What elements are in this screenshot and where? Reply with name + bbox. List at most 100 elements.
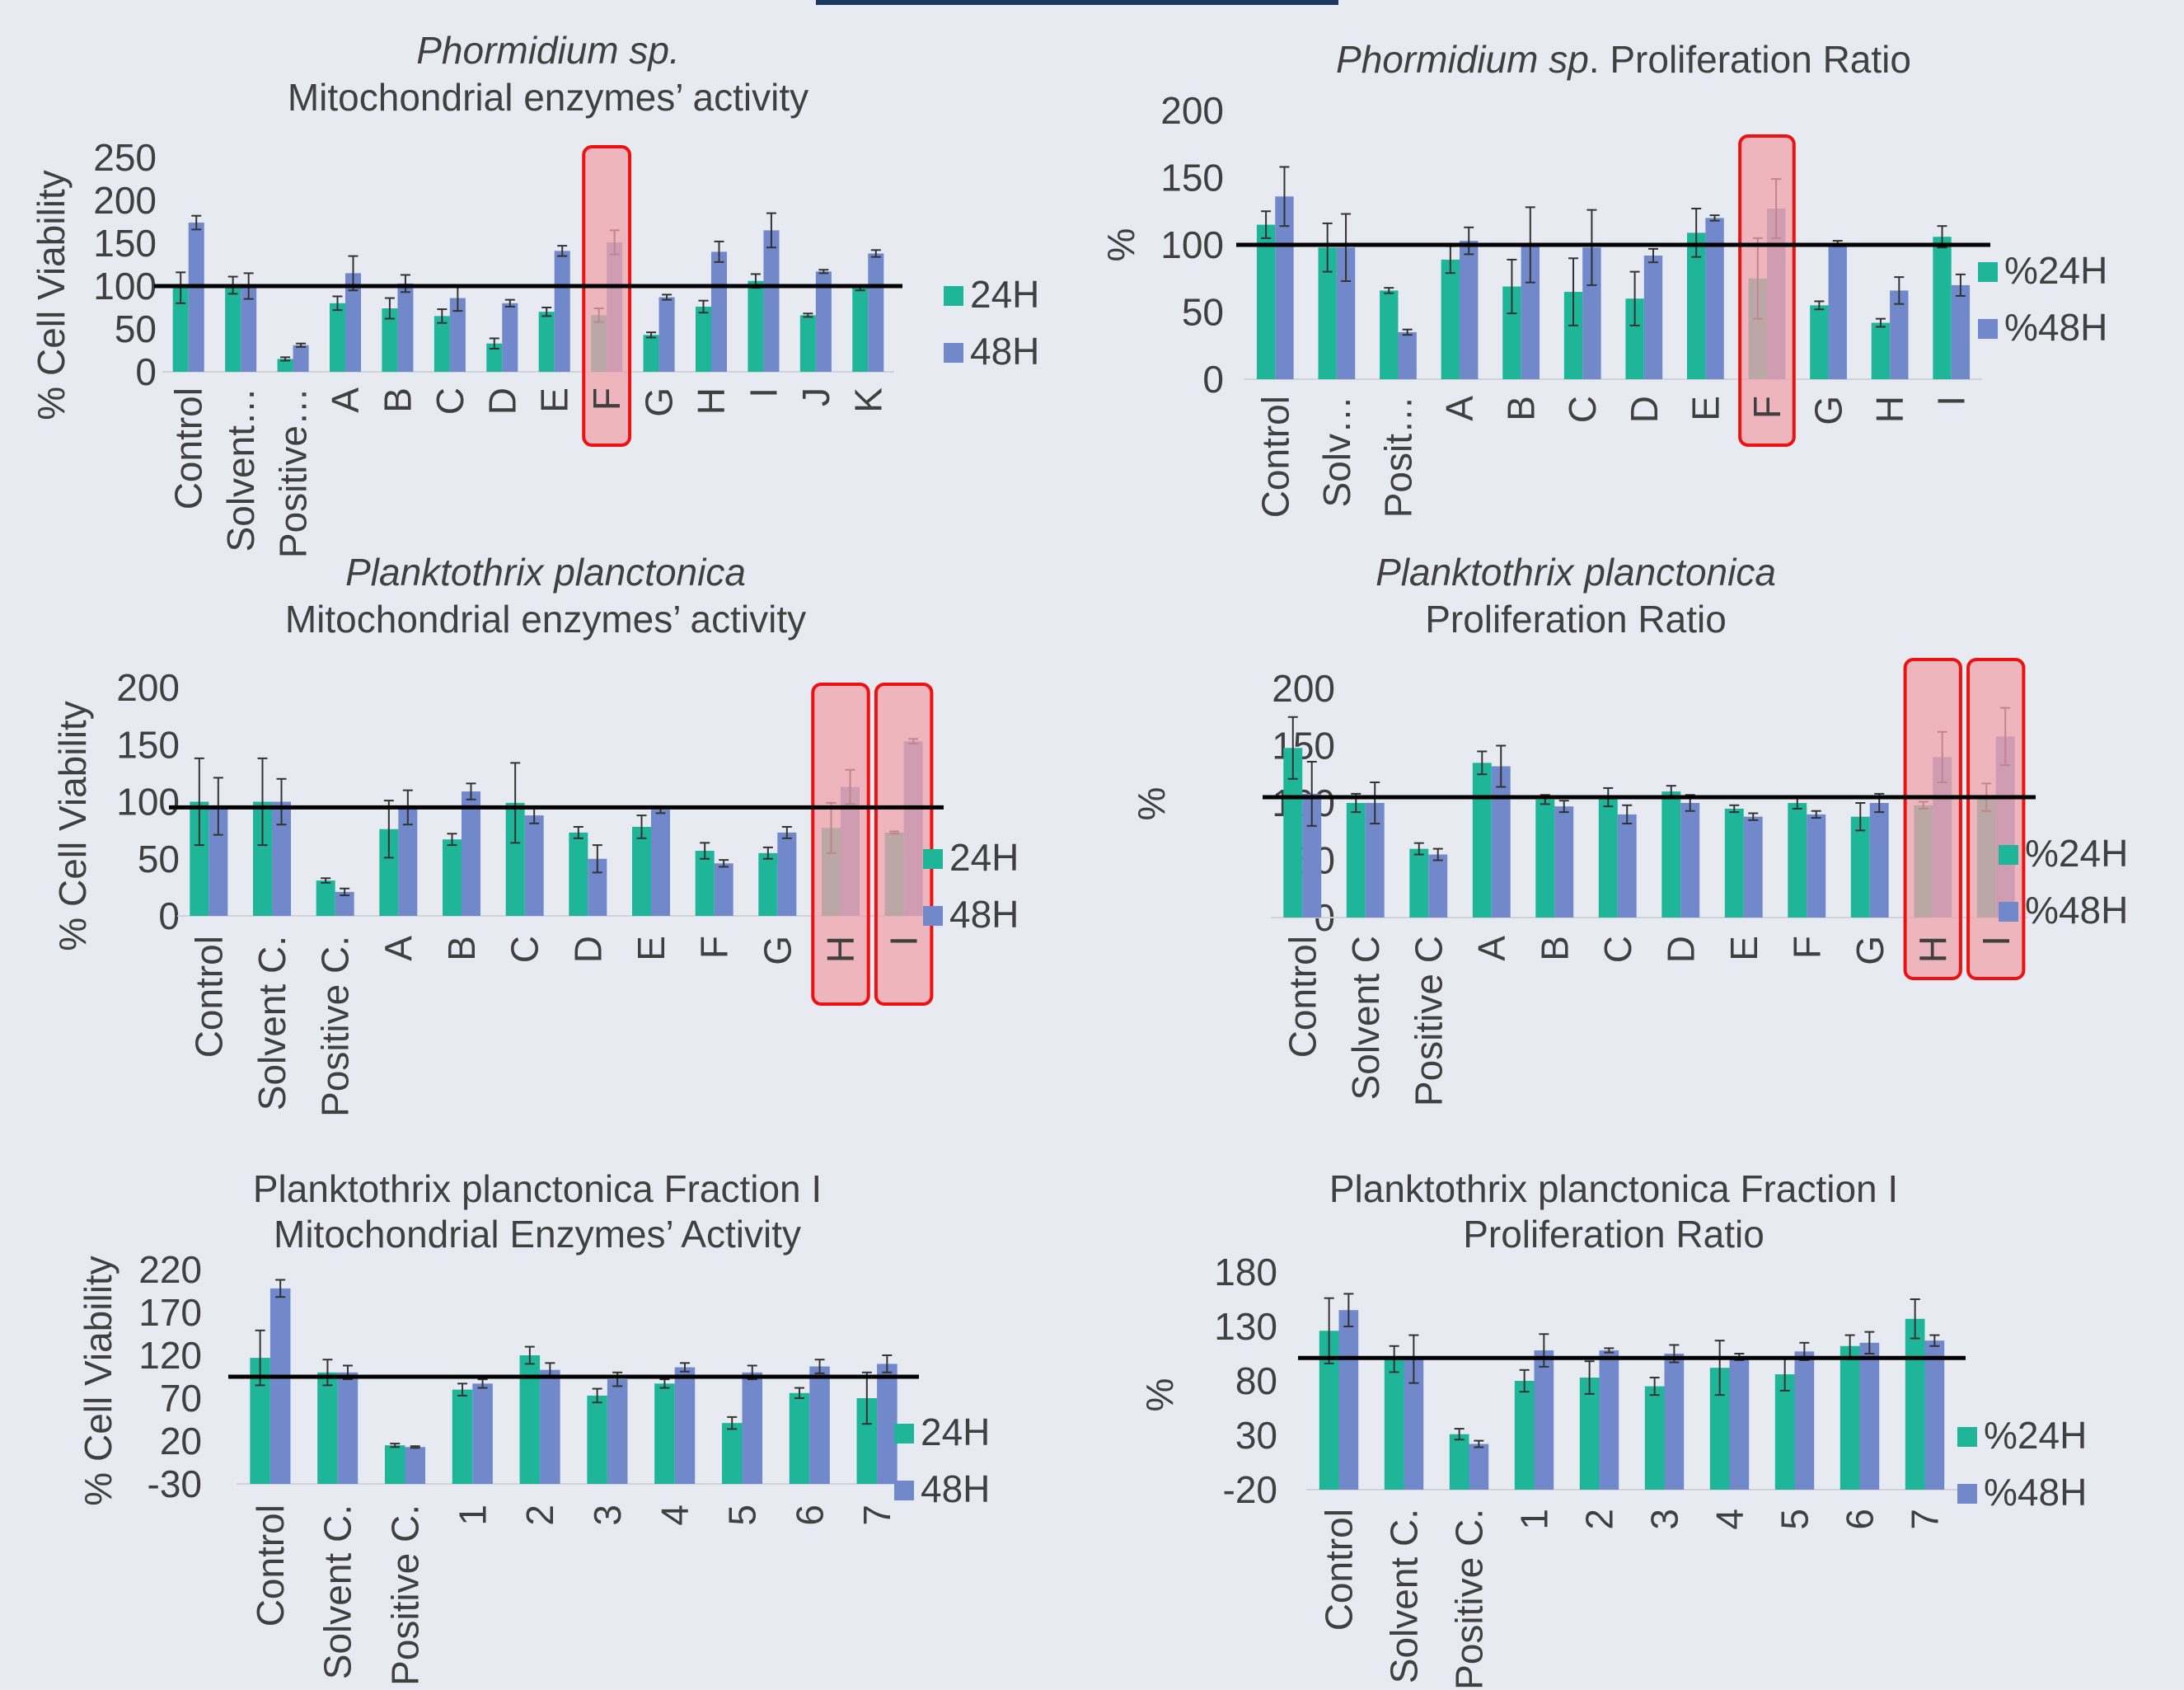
category-label-d: D <box>480 387 523 415</box>
category-label-g: G <box>1807 396 1850 425</box>
legend-swatch-1 <box>1978 319 1998 339</box>
bar-48h-solvent <box>241 286 257 372</box>
bar-pct24h-a <box>1472 763 1492 918</box>
chart-title-line: Mitochondrial Enzymes’ Activity <box>274 1213 801 1256</box>
category-label-b: B <box>1500 396 1543 421</box>
bar-24h-positivec <box>316 880 335 916</box>
category-label-solventc: Solvent C. <box>316 1505 359 1679</box>
y-tick-label: 50 <box>1182 291 1224 334</box>
bar-24h-5 <box>721 1423 743 1484</box>
category-label-h: H <box>819 936 862 963</box>
bar-24h-solvent <box>225 284 241 372</box>
y-tick-label: 70 <box>160 1377 202 1420</box>
highlight-box-f <box>582 145 632 447</box>
category-label-f: F <box>585 387 628 411</box>
legend-label-0: 24H <box>921 1411 990 1453</box>
bar-pct48h-i <box>1951 284 1971 379</box>
bar-48h-4 <box>674 1367 696 1484</box>
y-tick-label: 0 <box>1202 358 1224 401</box>
category-label-i: I <box>742 387 785 398</box>
legend-swatch-0 <box>894 1424 914 1444</box>
category-label-2: 2 <box>1578 1509 1621 1530</box>
bar-pct24h-control <box>1256 224 1276 379</box>
bar-pct24h-d <box>1661 791 1681 918</box>
highlight-box-h <box>811 683 870 1006</box>
category-label-e: E <box>1722 936 1765 961</box>
y-tick-label: 150 <box>93 222 157 265</box>
category-label-3: 3 <box>1643 1509 1686 1530</box>
category-label-a: A <box>1438 396 1481 421</box>
chart-phormidium-mitochondrial: Phormidium sp. Mitochondrial enzymes’ act… <box>0 0 1096 569</box>
bar-pct24h-e <box>1687 232 1706 379</box>
chart-title-part: Phormidium sp <box>1336 38 1589 81</box>
chart-title-part: Proliferation Ratio <box>1463 1213 1765 1256</box>
category-label-h: H <box>1911 936 1954 963</box>
legend-swatch-0 <box>1957 1427 1977 1447</box>
bar-pct48h-positivec <box>1428 854 1448 918</box>
legend-label-1: 48H <box>921 1467 990 1510</box>
bar-48h-7 <box>877 1364 898 1484</box>
bar-48h-positive <box>293 345 309 372</box>
bar-pct48h-control <box>1275 196 1294 379</box>
bar-pct48h-5 <box>1794 1351 1815 1490</box>
chart-title-part: . Proliferation Ratio <box>1589 38 1911 81</box>
bar-48h-k <box>868 253 884 372</box>
bar-pct24h-c <box>1598 797 1618 918</box>
category-label-5: 5 <box>1774 1509 1816 1530</box>
highlight-box-i <box>1966 658 2026 980</box>
legend-swatch-0 <box>1999 845 2018 865</box>
category-label-a: A <box>324 387 367 413</box>
bar-24h-positive <box>277 359 293 372</box>
bar-48h-g <box>658 297 675 372</box>
bar-pct24h-1 <box>1514 1381 1535 1490</box>
bar-48h-5 <box>742 1372 763 1484</box>
category-label-i: I <box>883 936 926 946</box>
legend-swatch-1 <box>1957 1484 1977 1504</box>
bar-pct48h-1 <box>1534 1350 1554 1490</box>
bar-24h-2 <box>519 1355 541 1484</box>
category-label-solventc: Solvent C. <box>1383 1509 1426 1683</box>
bar-pct48h-control <box>1338 1310 1359 1490</box>
chart-title-line: Planktothrix planctonica Fraction I <box>1329 1167 1898 1210</box>
y-axis-label: % <box>1138 1378 1181 1412</box>
y-tick-label: 100 <box>1160 223 1224 266</box>
bar-pct48h-6 <box>1859 1342 1880 1490</box>
bar-pct24h-3 <box>1644 1386 1665 1490</box>
legend-swatch-1 <box>944 343 963 363</box>
bar-48h-c <box>449 298 466 372</box>
y-tick-label: 50 <box>138 838 180 880</box>
y-tick-label: -20 <box>1223 1468 1277 1511</box>
bar-pct48h-control <box>1302 793 1322 918</box>
bar-pct24h-6 <box>1840 1345 1860 1490</box>
category-label-positivec: Positive C <box>1407 936 1450 1106</box>
bar-pct48h-b <box>1521 245 1540 379</box>
bar-24h-h <box>695 306 711 372</box>
y-tick-label: 150 <box>1160 157 1224 200</box>
bar-24h-i <box>748 280 764 372</box>
legend-label-1: 48H <box>970 330 1039 373</box>
category-label-a: A <box>377 936 419 961</box>
category-label-c: C <box>429 387 471 415</box>
bar-48h-positivec <box>405 1447 426 1484</box>
y-tick-label: 30 <box>1235 1414 1277 1457</box>
highlight-box-h <box>1903 658 1962 980</box>
bar-pct24h-g <box>1850 816 1870 918</box>
y-axis-label: % Cell Viability <box>77 1256 120 1505</box>
bar-pct48h-b <box>1554 806 1574 918</box>
legend-label-0: %24H <box>2025 832 2128 875</box>
category-label-7: 7 <box>1904 1509 1947 1530</box>
category-label-solv: Solv… <box>1315 396 1358 507</box>
bar-24h-4 <box>654 1383 675 1484</box>
category-label-f: F <box>1746 396 1788 419</box>
bar-pct24h-4 <box>1709 1368 1730 1490</box>
legend-swatch-0 <box>944 286 963 306</box>
bar-48h-control <box>269 1288 291 1484</box>
legend-label-0: 24H <box>970 273 1039 316</box>
category-label-2: 2 <box>518 1505 561 1526</box>
bar-24h-positivec <box>384 1445 405 1484</box>
bar-pct48h-3 <box>1664 1354 1685 1490</box>
category-label-b: B <box>440 936 483 961</box>
bar-pct24h-e <box>1724 808 1744 918</box>
bar-48h-b <box>462 791 480 916</box>
